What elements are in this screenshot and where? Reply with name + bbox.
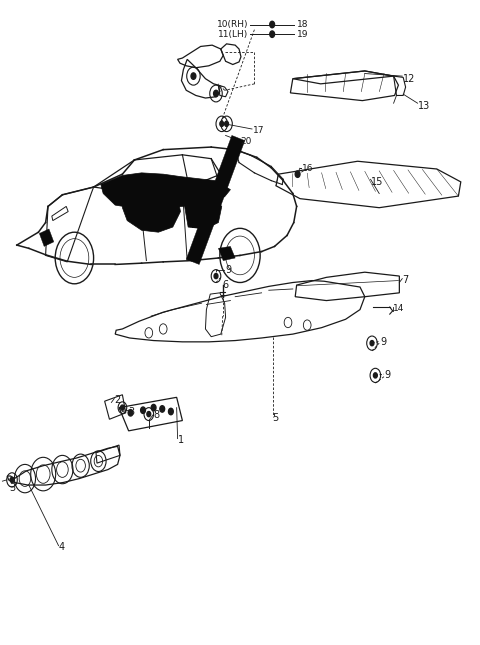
Circle shape: [191, 73, 196, 79]
Text: 3: 3: [129, 406, 135, 417]
Text: 16: 16: [302, 164, 314, 174]
Circle shape: [295, 171, 300, 177]
Text: 1: 1: [178, 435, 184, 445]
Text: 6: 6: [222, 280, 228, 290]
Text: 14: 14: [393, 304, 404, 313]
Text: 9: 9: [384, 370, 390, 381]
Text: 5: 5: [273, 413, 279, 423]
Text: 4: 4: [59, 542, 65, 552]
Circle shape: [373, 373, 377, 378]
Circle shape: [147, 412, 151, 417]
Circle shape: [214, 90, 218, 97]
Text: 17: 17: [253, 126, 265, 135]
Text: 2: 2: [114, 395, 120, 405]
Circle shape: [225, 121, 228, 126]
Text: 19: 19: [297, 30, 308, 39]
Circle shape: [10, 477, 14, 482]
Text: 9: 9: [380, 337, 386, 347]
Circle shape: [220, 121, 224, 126]
Text: 7: 7: [402, 275, 408, 285]
Text: 18: 18: [297, 20, 308, 29]
Polygon shape: [218, 246, 235, 261]
Polygon shape: [122, 190, 180, 232]
Circle shape: [168, 408, 173, 415]
Circle shape: [120, 405, 124, 410]
Text: 13: 13: [418, 101, 430, 111]
Circle shape: [214, 273, 218, 279]
Circle shape: [270, 21, 275, 28]
Polygon shape: [39, 229, 54, 246]
Circle shape: [141, 407, 145, 413]
Circle shape: [370, 341, 374, 346]
Polygon shape: [186, 135, 245, 264]
Text: 8: 8: [154, 410, 160, 421]
Text: 10(RH): 10(RH): [217, 20, 249, 29]
Circle shape: [270, 31, 275, 37]
Circle shape: [128, 410, 133, 416]
Circle shape: [160, 406, 165, 412]
Polygon shape: [101, 173, 230, 209]
Text: 20: 20: [240, 137, 252, 146]
Text: 3: 3: [10, 482, 16, 493]
Polygon shape: [182, 194, 222, 229]
Text: 15: 15: [371, 177, 383, 187]
Circle shape: [151, 404, 156, 411]
Text: 12: 12: [403, 74, 416, 84]
Text: 9: 9: [226, 264, 232, 275]
Text: 11(LH): 11(LH): [218, 30, 249, 39]
